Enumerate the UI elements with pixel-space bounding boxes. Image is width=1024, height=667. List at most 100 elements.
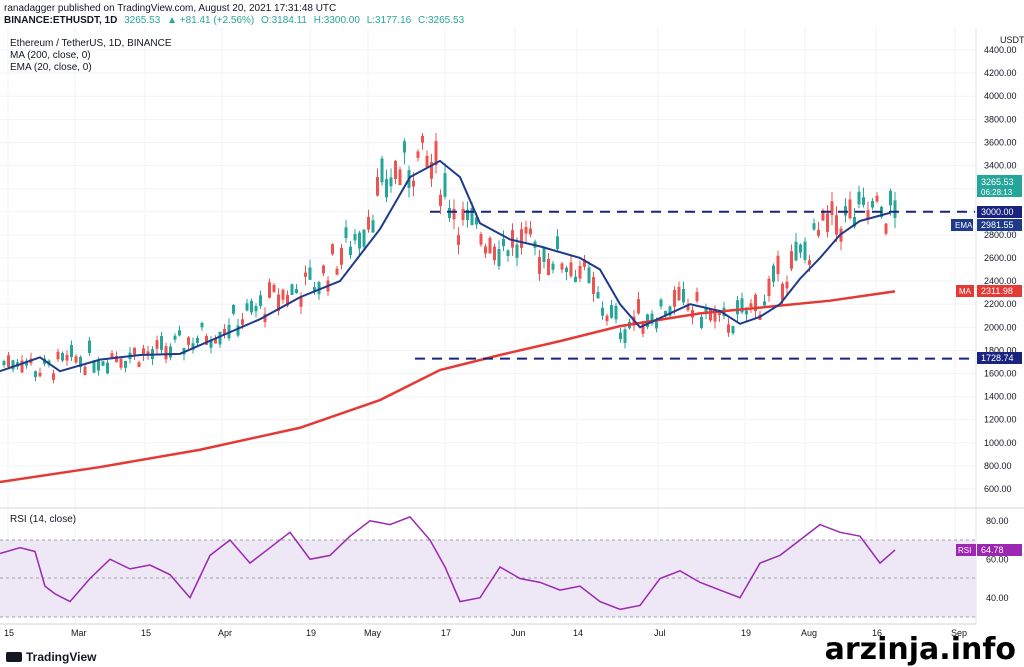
candle-body	[61, 353, 64, 361]
time-tick: Aug	[801, 628, 817, 638]
candle-body	[52, 373, 55, 380]
close-value: C:3265.53	[418, 15, 465, 26]
rsi-tick: 60.00	[986, 554, 1009, 564]
ema-tag: EMA 2981.55	[951, 219, 1022, 231]
tv-logo-text: TradingView	[26, 650, 97, 664]
candle-body	[673, 289, 676, 307]
candle-body	[686, 305, 690, 311]
candle-body	[380, 158, 384, 183]
last-price: 3265.53	[124, 15, 161, 26]
rsi-tick: 80.00	[986, 516, 1009, 526]
candle-body	[700, 316, 703, 329]
candle-body	[403, 141, 406, 153]
time-tick: Sep	[951, 628, 967, 638]
support-tag: 1728.74	[977, 352, 1022, 364]
candle-body	[610, 305, 613, 318]
candle-body	[452, 208, 456, 220]
candle-body	[745, 310, 748, 315]
ma-tag: MA 2311.98	[956, 285, 1022, 297]
time-tick: 17	[441, 628, 451, 638]
candle-body	[25, 360, 28, 366]
candle-body	[164, 346, 168, 360]
legend-title: Ethereum / TetherUS, 1D, BINANCE	[10, 38, 172, 49]
rsi-line	[0, 516, 896, 611]
candle-body	[682, 289, 685, 303]
candle-body	[803, 241, 807, 260]
candle-body	[133, 347, 136, 355]
candle-body	[443, 173, 447, 197]
time-tick: 15	[4, 628, 14, 638]
candle-body	[794, 241, 798, 261]
price-tick: 800.00	[984, 461, 1012, 471]
candle-body	[412, 180, 415, 187]
candle-body	[740, 298, 744, 313]
candle-body	[263, 313, 267, 323]
candle-body	[322, 265, 325, 274]
candle-body	[583, 259, 586, 267]
candle-body	[394, 160, 397, 179]
candle-body	[250, 300, 253, 313]
candle-body	[497, 248, 501, 267]
candle-body	[641, 321, 645, 334]
low-value: L:3177.16	[366, 15, 412, 26]
candle-body	[358, 232, 361, 249]
time-tick: 15	[141, 628, 151, 638]
candle-body	[524, 227, 528, 234]
candle-body	[97, 360, 100, 371]
publish-header: ranadagger published on TradingView.com,…	[0, 0, 1024, 28]
candle-body	[511, 230, 514, 248]
time-tick: 19	[306, 628, 316, 638]
candle-body	[191, 343, 195, 350]
candle-body	[331, 244, 334, 255]
rsi-tag: RSI 64.78	[956, 544, 1022, 556]
candle-body	[826, 213, 829, 232]
ema-value: 2981.55	[981, 220, 1014, 230]
price-axis[interactable]	[976, 28, 1024, 506]
candle-body	[565, 267, 568, 273]
legend-ma: MA (200, close, 0)	[10, 50, 91, 61]
candle-body	[506, 250, 510, 256]
candle-body	[398, 169, 402, 186]
price-tick: 2600.00	[984, 253, 1017, 263]
high-value: H:3300.00	[313, 15, 360, 26]
candle-body	[349, 246, 352, 256]
candle-body	[146, 351, 150, 356]
candle-body	[308, 267, 312, 280]
price-tick: 2800.00	[984, 230, 1017, 240]
candle-body	[272, 284, 276, 293]
ema-20-line	[0, 159, 891, 373]
tradingview-logo: TradingView	[6, 650, 96, 664]
candle-body	[596, 292, 600, 299]
time-tick: May	[364, 628, 382, 638]
candle-body	[709, 309, 712, 321]
candle-body	[578, 266, 582, 279]
candle-body	[556, 236, 559, 250]
candle-body	[821, 210, 825, 221]
candle-body	[529, 228, 532, 235]
candle-body	[857, 191, 861, 205]
candle-body	[56, 351, 60, 360]
candle-body	[218, 331, 222, 345]
candle-body	[785, 281, 789, 289]
candle-body	[344, 227, 348, 239]
candle-body	[110, 353, 114, 359]
candle-body	[812, 223, 816, 230]
candle-body	[223, 329, 226, 336]
candle-body	[749, 303, 753, 308]
candle-body	[493, 246, 496, 261]
candle-body	[461, 208, 465, 221]
candle-body	[767, 278, 771, 297]
time-axis[interactable]: 15 Mar 15 Apr 19 May 17 Jun 14 Jul 19 Aug 16 Sep	[4, 628, 967, 638]
publish-info: ranadagger published on TradingView.com,…	[4, 3, 337, 14]
candle-body	[277, 294, 280, 311]
candle-body	[781, 283, 784, 301]
candle-body	[286, 294, 289, 306]
candle-body	[713, 308, 717, 322]
candle-body	[862, 197, 865, 205]
candle-body	[88, 340, 91, 353]
candle-body	[659, 299, 663, 307]
candle-body	[704, 308, 708, 314]
candle-body	[65, 354, 69, 361]
candle-body	[718, 310, 721, 316]
